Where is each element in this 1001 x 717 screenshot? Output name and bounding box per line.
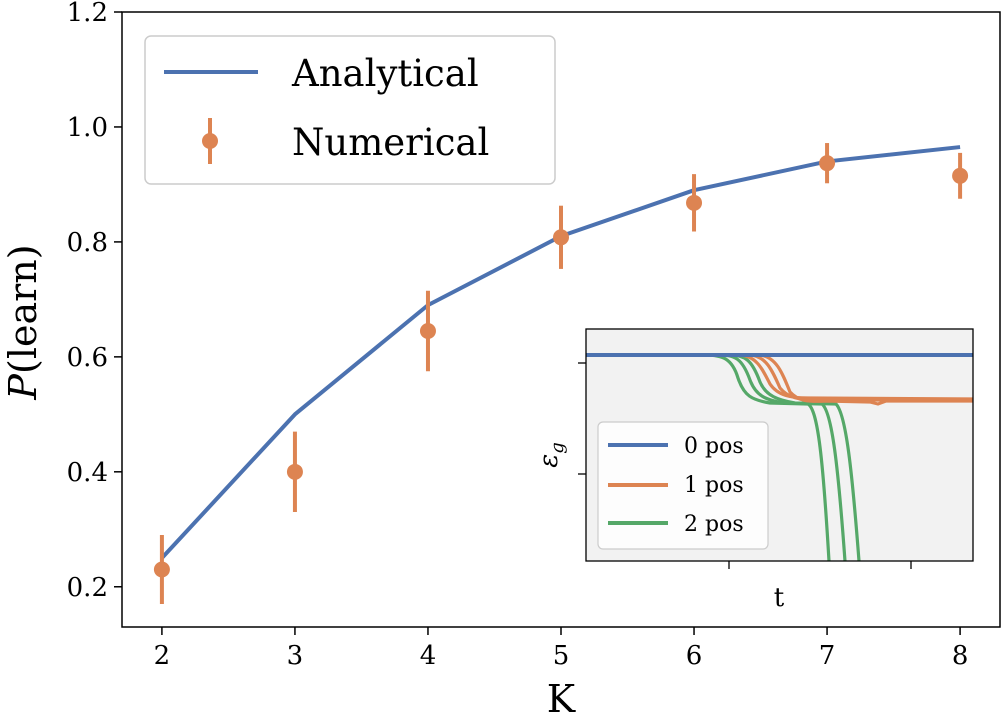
y-axis-label-italic: P <box>1 373 45 401</box>
y-axis-label: P(learn) <box>1 244 45 400</box>
x-tick-label-6: 6 <box>686 641 703 671</box>
inset-x-axis-label: t <box>774 583 785 613</box>
numerical-point-k7 <box>819 155 836 172</box>
x-tick-label-2: 2 <box>154 641 171 671</box>
numerical-point-k6 <box>686 194 703 211</box>
y-tick-label-0.2: 0.2 <box>67 573 108 603</box>
numerical-point-k3 <box>286 463 303 480</box>
inset-curve-2pos-b <box>586 353 847 561</box>
numerical-point-k4 <box>419 322 436 339</box>
main-series-errorbars <box>153 143 969 605</box>
inset-y-axis-label: εg <box>534 442 568 467</box>
inset-legend-0pos-label: 0 pos <box>684 434 744 459</box>
x-tick-label-7: 7 <box>819 641 836 671</box>
x-tick-label-4: 4 <box>420 641 437 671</box>
inset-curve-2pos-c <box>586 353 861 561</box>
inset-series <box>586 353 973 561</box>
y-axis-label-rest: (learn) <box>1 244 45 374</box>
main-legend: Analytical Numerical <box>144 35 556 185</box>
numerical-point-k2 <box>153 561 170 578</box>
legend-numerical-marker-swatch <box>202 133 218 149</box>
y-tick-label-1.2: 1.2 <box>67 0 108 28</box>
main-x-axis: 2 3 4 5 6 7 8 <box>154 627 969 671</box>
x-tick-label-5: 5 <box>553 641 570 671</box>
y-tick-label-0.4: 0.4 <box>67 458 108 488</box>
numerical-point-k5 <box>553 229 569 246</box>
inset-plot: t εg 0 pos 1 pos 2 pos <box>534 328 974 613</box>
y-tick-label-0.8: 0.8 <box>67 228 108 258</box>
legend-numerical-label: Numerical <box>292 121 489 164</box>
x-tick-label-3: 3 <box>287 641 304 671</box>
y-tick-label-0.6: 0.6 <box>67 343 108 373</box>
inset-plot-frame <box>585 328 974 562</box>
inset-legend-1pos-label: 1 pos <box>684 473 744 498</box>
x-tick-label-8: 8 <box>952 641 969 671</box>
x-axis-label: K <box>547 677 576 717</box>
inset-y-axis-label-main: ε <box>534 454 564 468</box>
main-y-axis: 0.2 0.4 0.6 0.8 1.0 1.2 <box>67 0 122 603</box>
inset-y-axis-label-sub: g <box>547 442 568 454</box>
y-tick-label-1.0: 1.0 <box>67 113 108 143</box>
numerical-point-k8 <box>952 167 969 184</box>
inset-legend-2pos-label: 2 pos <box>684 512 744 537</box>
inset-legend: 0 pos 1 pos 2 pos <box>597 421 769 550</box>
legend-analytical-label: Analytical <box>291 52 479 95</box>
inset-curve-2pos-a <box>586 353 831 561</box>
inset-curve-1pos-c <box>586 353 973 406</box>
inset-legend-box <box>597 421 769 550</box>
